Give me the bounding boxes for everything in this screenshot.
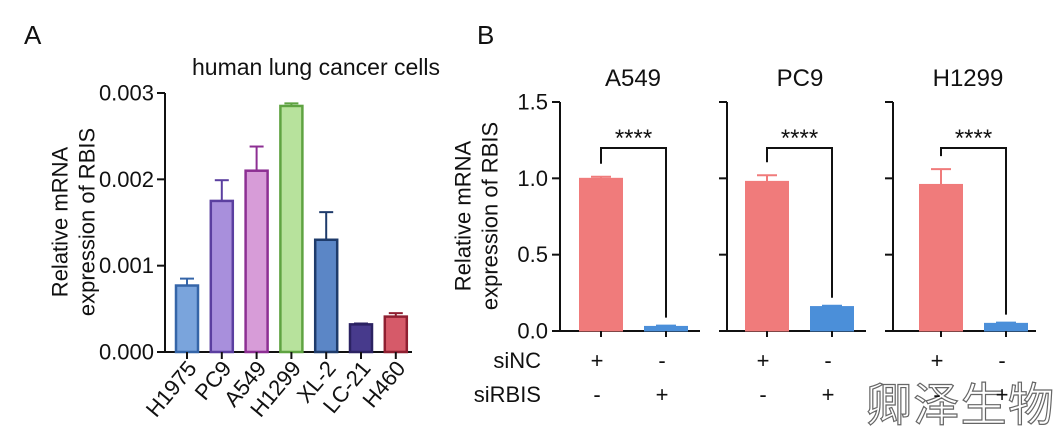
significance-label: **** <box>955 125 992 152</box>
bar-h1299-sirbis <box>984 322 1028 332</box>
bar-xl-2 <box>313 238 339 354</box>
bar-lc-21 <box>348 323 374 354</box>
y-tick-label: 1.0 <box>517 166 548 191</box>
y-tick-label: 0.0 <box>517 319 548 344</box>
treatment-sign: - <box>593 382 600 407</box>
significance-label: **** <box>615 125 652 152</box>
bar-h1975 <box>174 284 200 354</box>
treatment-sign: - <box>998 348 1005 373</box>
treatment-sign: + <box>996 382 1009 407</box>
significance-bracket <box>600 147 667 318</box>
bar-pc9-sinc <box>745 180 789 332</box>
y-tick-label: 0.000 <box>99 340 154 365</box>
bar-a549-sinc <box>579 177 623 332</box>
significance-label: **** <box>781 125 818 152</box>
subplot-a549: A549 0.0 0.5 1.0 1.5 **** + - - + <box>517 65 700 407</box>
chart-title: human lung cancer cells <box>192 54 440 80</box>
treatment-sign: + <box>757 348 770 373</box>
panel-label-a: A <box>24 20 42 50</box>
treatment-sign: + <box>822 382 835 407</box>
watermark: 卿泽生物 <box>866 378 1054 431</box>
y-axis-label-line-1: Relative mRNA <box>48 146 73 297</box>
treatment-sign: - <box>933 382 940 407</box>
subplot-title: H1299 <box>933 65 1004 92</box>
y-tick-label: 1.5 <box>517 90 548 115</box>
y-axis-label-line-2: expression of RBIS <box>478 122 503 310</box>
panel-label-b: B <box>477 20 494 50</box>
y-axis-label-line-1: Relative mRNA <box>451 140 476 291</box>
subplot-pc9: PC9 **** + - - + <box>719 65 866 407</box>
y-tick-label: 0.003 <box>99 81 154 106</box>
bar-a549 <box>244 169 269 354</box>
bar-pc9-sirbis <box>810 306 854 332</box>
y-tick-label: 0.002 <box>99 167 154 192</box>
bar-a549-sirbis <box>644 325 688 332</box>
significance-bracket <box>766 147 833 298</box>
treatment-sign: - <box>824 348 831 373</box>
treatment-sign: + <box>931 348 944 373</box>
subplot-h1299: H1299 **** + - - + <box>885 65 1036 407</box>
bar-h1299-sinc <box>919 183 963 332</box>
significance-bracket <box>940 147 1007 315</box>
treatment-row-label-sinc: siNC <box>493 348 541 373</box>
bar-h460 <box>383 315 409 354</box>
bar-h1299 <box>279 104 304 354</box>
y-axis-label-a: Relative mRNA expression of RBIS <box>48 128 100 316</box>
y-tick-label: 0.5 <box>517 242 548 267</box>
subplot-title: PC9 <box>777 65 824 92</box>
treatment-sign: + <box>656 382 669 407</box>
treatment-sign: - <box>658 348 665 373</box>
y-tick-label: 0.001 <box>99 253 154 278</box>
bar-pc9 <box>209 199 235 354</box>
y-axis-label-line-2: expression of RBIS <box>75 128 100 316</box>
treatment-row-label-sirbis: siRBIS <box>474 382 541 407</box>
treatment-sign: - <box>759 382 766 407</box>
y-axis-label-b: Relative mRNA expression of RBIS <box>451 122 503 310</box>
panel-a-plot: 0.0000.0010.0020.003H1975PC9A549H1299XL-… <box>99 81 412 422</box>
subplot-title: A549 <box>605 65 661 92</box>
treatment-sign: + <box>591 348 604 373</box>
